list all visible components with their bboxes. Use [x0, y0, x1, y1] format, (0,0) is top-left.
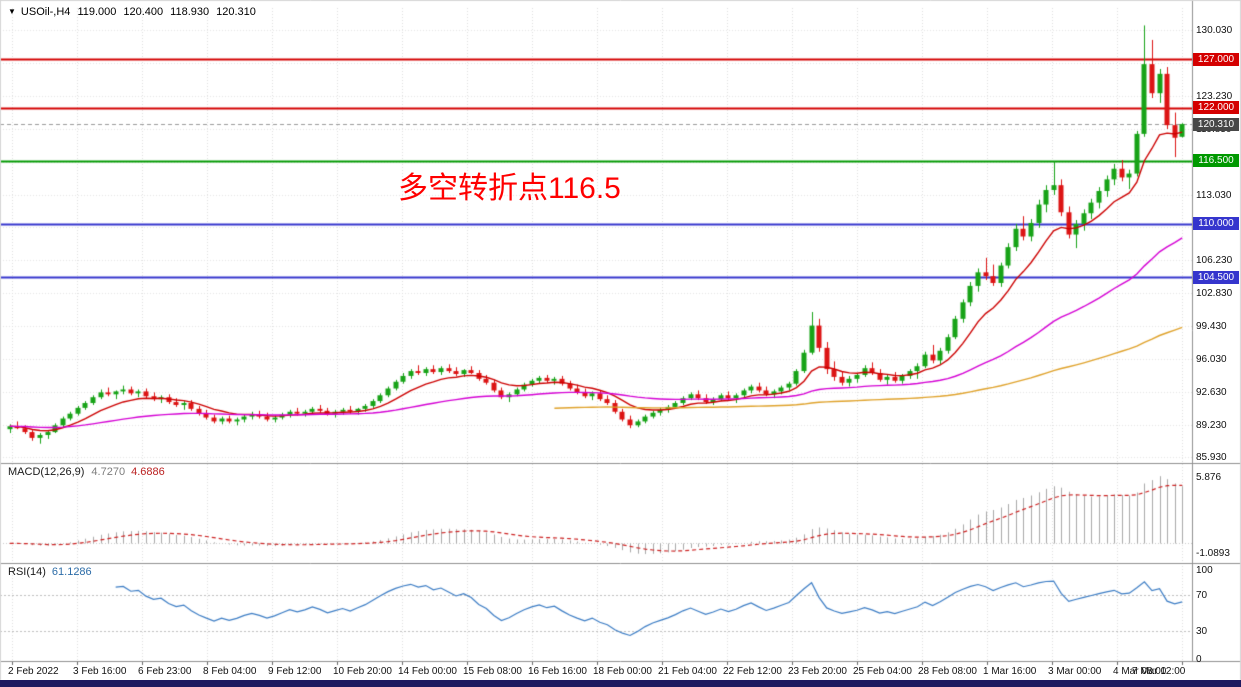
- rsi-axis-label: 70: [1196, 589, 1208, 601]
- rsi-axis-label: 30: [1196, 626, 1208, 638]
- ohlc-high: 120.400: [123, 6, 164, 18]
- price-badge: 122.000: [1193, 101, 1239, 115]
- chart-ohlc-header: ▼ USOil-,H4 119.000 120.400 118.930 120.310: [8, 6, 256, 18]
- bottom-bar: [0, 680, 1241, 687]
- price-badge: 104.500: [1193, 270, 1239, 284]
- price-tick: 96.030: [1196, 354, 1227, 366]
- time-axis-label: 2 Feb 2022: [8, 666, 59, 677]
- price-badge: 127.000: [1193, 52, 1239, 66]
- time-axis-label: 4 Mar 08:00: [1113, 666, 1167, 677]
- current-price-badge: 120.310: [1193, 117, 1239, 131]
- macd-signal-value: 4.6886: [131, 466, 165, 478]
- macd-label-text: MACD(12,26,9): [8, 466, 85, 478]
- time-axis-label: 3 Feb 16:00: [73, 666, 127, 677]
- time-axis-label: 9 Feb 12:00: [268, 666, 322, 677]
- rsi-label-text: RSI(14): [8, 566, 46, 578]
- time-axis-label: 18 Feb 00:00: [593, 666, 652, 677]
- price-tick: 85.930: [1196, 451, 1227, 463]
- price-badge: 116.500: [1193, 154, 1239, 168]
- rsi-axis-label: 0: [1196, 654, 1202, 665]
- price-tick: 113.030: [1196, 189, 1232, 201]
- time-axis-label: 14 Feb 00:00: [398, 666, 457, 677]
- price-tick: 99.430: [1196, 321, 1227, 333]
- time-axis-label: 15 Feb 08:00: [463, 666, 522, 677]
- time-axis-label: 10 Feb 20:00: [333, 666, 392, 677]
- price-tick: 123.230: [1196, 90, 1233, 102]
- time-axis-label: 28 Feb 08:00: [918, 666, 977, 677]
- time-axis-label: 8 Feb 04:00: [203, 666, 257, 677]
- ohlc-open: 119.000: [77, 6, 117, 18]
- macd-main-value: 4.7270: [91, 466, 126, 478]
- macd-indicator-label: MACD(12,26,9) 4.7270 4.6886: [8, 466, 165, 478]
- rsi-axis-label: 100: [1196, 565, 1213, 576]
- time-axis-label: 23 Feb 20:00: [788, 666, 847, 677]
- time-axis-label: 16 Feb 16:00: [528, 666, 587, 677]
- price-tick: 106.230: [1196, 255, 1233, 267]
- symbol-marker-icon: ▼: [8, 7, 16, 16]
- macd-axis-min-label: -1.0893: [1196, 548, 1230, 559]
- time-axis-label: 7 Mar 12:00: [1132, 666, 1186, 677]
- price-tick: 102.830: [1196, 288, 1233, 300]
- time-axis-label: 22 Feb 12:00: [723, 666, 782, 677]
- time-axis-label: 21 Feb 04:00: [658, 666, 717, 677]
- price-tick: 92.630: [1196, 387, 1227, 399]
- rsi-indicator-label: RSI(14) 61.1286: [8, 566, 92, 578]
- time-axis-label: 25 Feb 04:00: [853, 666, 912, 677]
- chart-symbol-period: USOil-,H4: [20, 6, 71, 18]
- time-axis-label: 3 Mar 00:00: [1048, 666, 1102, 677]
- time-axis-label: 6 Feb 23:00: [138, 666, 192, 677]
- macd-axis-max-label: 5.876: [1196, 472, 1222, 483]
- ohlc-low: 118.930: [170, 6, 210, 18]
- ohlc-close: 120.310: [216, 6, 256, 18]
- price-tick: 130.030: [1196, 24, 1233, 36]
- chart-annotation[interactable]: 多空转折点116.5: [398, 172, 621, 205]
- rsi-value: 61.1286: [51, 566, 92, 578]
- price-badge: 110.000: [1193, 217, 1239, 231]
- price-tick: 89.230: [1196, 420, 1227, 431]
- time-axis-label: 1 Mar 16:00: [983, 666, 1037, 677]
